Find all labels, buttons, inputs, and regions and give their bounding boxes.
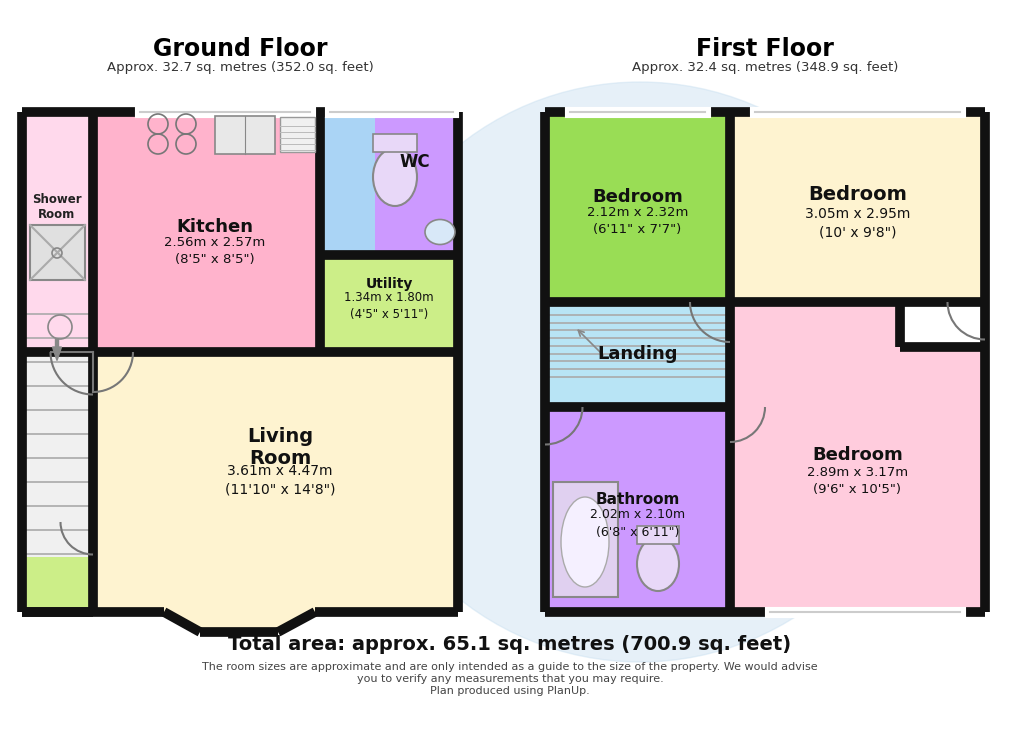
Ellipse shape [560,497,608,587]
Text: Kitchen: Kitchen [176,218,254,236]
Text: Ground Floor: Ground Floor [153,37,327,61]
Text: 2.02m x 2.10m
(6'8" x 6'11"): 2.02m x 2.10m (6'8" x 6'11") [589,508,685,539]
Bar [544,112,730,302]
Text: Bedroom: Bedroom [811,446,902,464]
Text: Shower
Room: Shower Room [33,193,82,221]
Bar [730,112,984,302]
Text: Bedroom: Bedroom [592,188,682,206]
Bar [22,352,93,612]
Circle shape [350,82,929,662]
Text: 2.12m x 2.32m
(6'11" x 7'7"): 2.12m x 2.32m (6'11" x 7'7") [586,206,688,236]
Text: Bedroom: Bedroom [807,186,906,205]
Text: 3.61m x 4.47m
(11'10" x 14'8"): 3.61m x 4.47m (11'10" x 14'8") [224,464,335,496]
Bar [280,117,315,152]
Bar [22,557,93,612]
Bar [544,407,730,612]
Bar [93,112,320,352]
Text: Utility: Utility [365,277,413,291]
Ellipse shape [637,537,679,591]
Text: 2.89m x 3.17m
(9'6" x 10'5"): 2.89m x 3.17m (9'6" x 10'5") [806,466,907,496]
Text: Living
Room: Living Room [247,427,313,468]
Text: First Floor: First Floor [695,37,834,61]
Polygon shape [164,612,315,632]
Bar [730,302,984,612]
Text: Bathroom: Bathroom [595,492,679,507]
Text: Plan produced using PlanUp.: Plan produced using PlanUp. [430,686,589,696]
Bar [215,116,275,154]
Bar [552,482,618,597]
Bar [375,112,458,255]
Bar [637,526,679,544]
Text: Total area: approx. 65.1 sq. metres (700.9 sq. feet): Total area: approx. 65.1 sq. metres (700… [228,634,791,654]
Ellipse shape [373,148,417,206]
Text: WC: WC [399,153,430,171]
Bar [544,302,730,407]
Text: Landing: Landing [597,346,677,364]
Text: 2.56m x 2.57m
(8'5" x 8'5"): 2.56m x 2.57m (8'5" x 8'5") [164,236,265,266]
Ellipse shape [425,220,454,245]
Text: Approx. 32.4 sq. metres (348.9 sq. feet): Approx. 32.4 sq. metres (348.9 sq. feet) [631,61,898,73]
Bar [373,134,417,152]
Bar [22,112,93,352]
Bar [30,225,85,280]
Text: 1.34m x 1.80m
(4'5" x 5'11"): 1.34m x 1.80m (4'5" x 5'11") [343,291,433,321]
Text: 3.05m x 2.95m
(10' x 9'8"): 3.05m x 2.95m (10' x 9'8") [804,206,909,240]
FancyArrow shape [52,339,61,361]
Text: The room sizes are approximate and are only intended as a guide to the size of t: The room sizes are approximate and are o… [202,662,817,672]
Bar [320,255,458,352]
Text: Approx. 32.7 sq. metres (352.0 sq. feet): Approx. 32.7 sq. metres (352.0 sq. feet) [107,61,373,73]
Bar [899,302,984,347]
Bar [93,352,458,612]
Bar [320,112,458,255]
Text: you to verify any measurements that you may require.: you to verify any measurements that you … [357,674,662,684]
